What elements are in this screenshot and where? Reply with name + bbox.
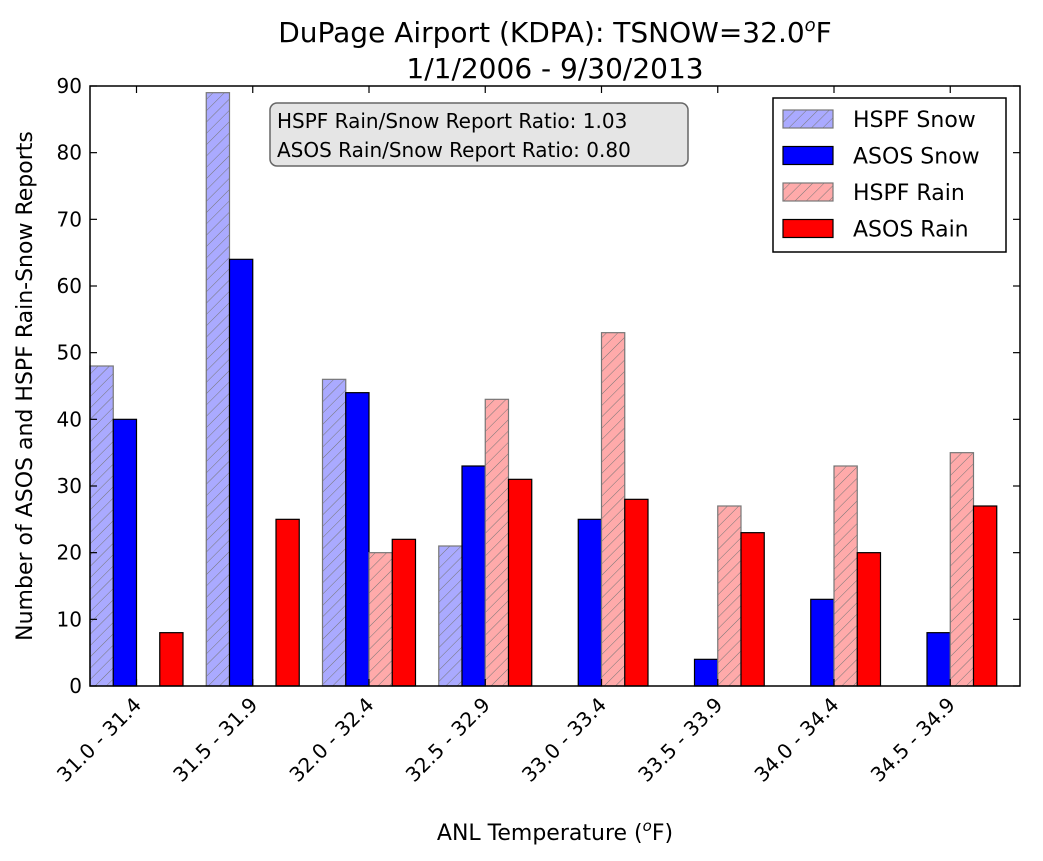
chart-title-text: DuPage Airport (KDPA): TSNOW=32.0 xyxy=(278,16,804,49)
x-tick-label: 32.5 - 32.9 xyxy=(401,693,495,787)
y-axis: 0 10 20 30 40 50 60 70 80 90 xyxy=(57,74,1020,698)
y-tick-label: 10 xyxy=(57,607,82,631)
bar-asos-rain-7 xyxy=(972,505,998,687)
bar-hatch-hspf-snow-2 xyxy=(322,379,346,686)
bars xyxy=(89,92,998,687)
bar-asos-rain-1 xyxy=(275,518,300,687)
legend-label-1: ASOS Snow xyxy=(853,145,980,170)
y-tick-label: 30 xyxy=(57,474,82,498)
y-tick-label: 70 xyxy=(57,207,82,231)
bar-hatch-hspf-snow-3 xyxy=(438,546,462,686)
plot-frame xyxy=(89,85,1021,687)
y-axis-label: Number of ASOS and HSPF Rain-Snow Report… xyxy=(13,131,38,641)
legend-swatch-3 xyxy=(782,218,834,239)
bar-hatch-hspf-rain-2 xyxy=(369,552,393,686)
x-tick-label: 33.5 - 33.9 xyxy=(633,693,727,787)
bar-asos-rain-2 xyxy=(391,538,417,687)
bar-hatch-hspf-snow-0 xyxy=(90,366,114,686)
x-axis-label-end: F) xyxy=(652,821,673,846)
x-axis-label-text: ANL Temperature ( xyxy=(437,821,643,846)
chart-title-unit: F xyxy=(816,16,832,49)
x-tick-label: 34.0 - 34.4 xyxy=(749,693,843,787)
y-tick-label: 90 xyxy=(57,74,82,98)
bar-asos-rain-5 xyxy=(740,532,765,687)
bar-asos-snow-2 xyxy=(345,392,370,687)
chart-title-line2: 1/1/2006 - 9/30/2013 xyxy=(406,52,703,85)
bar-asos-snow-5 xyxy=(693,658,719,687)
bar-asos-snow-7 xyxy=(926,632,951,687)
bar-asos-rain-4 xyxy=(624,498,649,687)
legend-label-2: HSPF Rain xyxy=(853,181,965,206)
bar-asos-snow-0 xyxy=(112,418,138,687)
legend-swatch-hatch-0 xyxy=(783,110,833,128)
bar-asos-snow-3 xyxy=(461,465,486,687)
bar-hatch-hspf-rain-4 xyxy=(601,332,625,686)
bar-asos-rain-6 xyxy=(856,552,882,687)
chart-title-sup: o xyxy=(805,15,816,36)
bar-hatch-hspf-rain-7 xyxy=(950,452,974,686)
legend: HSPF Snow ASOS Snow HSPF Rain ASOS Rain xyxy=(772,97,1007,253)
x-tick-label: 32.0 - 32.4 xyxy=(284,693,378,787)
x-axis-label-sup: o xyxy=(643,817,652,835)
legend-swatch-hatch-2 xyxy=(783,183,833,201)
y-tick-label: 80 xyxy=(57,141,82,165)
bar-asos-snow-6 xyxy=(810,598,835,687)
x-tick-label: 31.0 - 31.4 xyxy=(52,693,146,787)
legend-label-0: HSPF Snow xyxy=(853,108,976,133)
y-tick-label: 50 xyxy=(57,341,82,365)
x-tick-label: 33.0 - 33.4 xyxy=(517,693,611,787)
y-tick-label: 60 xyxy=(57,274,82,298)
bar-hatch-hspf-rain-3 xyxy=(485,399,509,686)
bar-hatch-hspf-rain-6 xyxy=(834,466,858,686)
bar-asos-rain-3 xyxy=(507,478,533,687)
bar-asos-snow-1 xyxy=(228,258,254,687)
chart-title-line1: DuPage Airport (KDPA): TSNOW=32.0oF xyxy=(278,15,832,49)
annotation-box: HSPF Rain/Snow Report Ratio: 1.03 ASOS R… xyxy=(269,102,689,167)
bar-asos-rain-0 xyxy=(159,632,184,687)
x-tick-label: 34.5 - 34.9 xyxy=(866,693,960,787)
annotation-line-1: HSPF Rain/Snow Report Ratio: 1.03 xyxy=(277,109,627,133)
x-axis-label: ANL Temperature (oF) xyxy=(437,817,673,846)
bar-hatch-hspf-snow-1 xyxy=(206,92,230,686)
y-tick-label: 40 xyxy=(57,407,82,431)
bar-hatch-hspf-rain-5 xyxy=(717,506,741,686)
annotation-line-2: ASOS Rain/Snow Report Ratio: 0.80 xyxy=(277,138,631,162)
legend-label-3: ASOS Rain xyxy=(853,218,969,243)
legend-swatch-1 xyxy=(782,145,834,166)
bar-asos-snow-4 xyxy=(577,518,603,687)
y-tick-label: 0 xyxy=(69,674,82,698)
x-tick-label: 31.5 - 31.9 xyxy=(168,693,262,787)
y-tick-label: 20 xyxy=(57,541,82,565)
